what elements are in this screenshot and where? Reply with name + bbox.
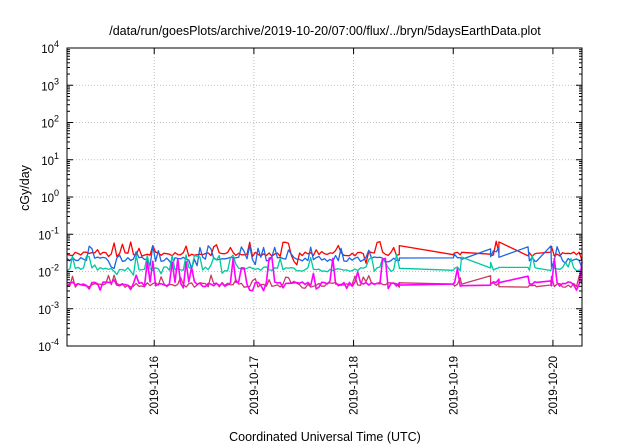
series-line	[66, 256, 583, 292]
series-line	[66, 254, 583, 276]
y-tick-label: 104	[41, 39, 59, 56]
x-axis-label: Coordinated Universal Time (UTC)	[229, 430, 421, 444]
series-line	[66, 274, 583, 289]
grid-lines	[67, 48, 582, 346]
y-tick-label: 10-4	[38, 337, 59, 354]
y-tick-label: 10-3	[38, 300, 59, 317]
y-tick-label: 10-1	[38, 225, 59, 242]
y-tick-label: 102	[41, 114, 59, 131]
y-axis-label: cGy/day	[18, 164, 32, 211]
data-series	[66, 240, 583, 292]
y-tick-label: 100	[41, 188, 59, 205]
series-line	[66, 240, 583, 266]
y-axis: 10-4 10-3 10-2 10-1 100 101 102 103 104	[38, 39, 582, 354]
x-tick-label: 2019-10-18	[349, 356, 361, 415]
y-tick-label: 103	[41, 76, 59, 93]
series-line	[66, 245, 583, 270]
plot-frame	[66, 47, 583, 347]
x-tick-label: 2019-10-16	[149, 356, 161, 415]
x-axis: 2019-10-16 2019-10-17 2019-10-18 2019-10-19…	[149, 48, 560, 415]
chart-title: /data/run/goesPlots/archive/2019-10-20/0…	[109, 24, 541, 38]
y-tick-label: 10-2	[38, 263, 59, 280]
x-tick-label: 2019-10-19	[448, 356, 460, 415]
y-tick-label: 101	[41, 151, 59, 168]
x-tick-label: 2019-10-20	[548, 356, 560, 415]
x-tick-label: 2019-10-17	[249, 356, 261, 415]
